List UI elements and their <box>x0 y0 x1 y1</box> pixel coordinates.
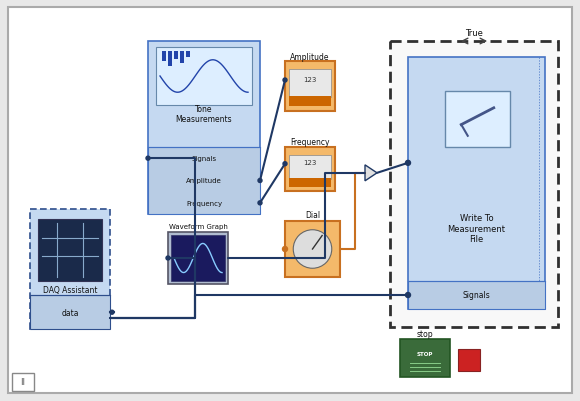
FancyBboxPatch shape <box>38 219 102 282</box>
Text: DAQ Assistant: DAQ Assistant <box>43 285 97 294</box>
Circle shape <box>405 293 411 298</box>
FancyBboxPatch shape <box>285 62 335 112</box>
FancyBboxPatch shape <box>408 58 545 309</box>
Circle shape <box>293 230 332 269</box>
Circle shape <box>146 157 150 161</box>
FancyBboxPatch shape <box>289 97 331 107</box>
Circle shape <box>258 179 262 183</box>
FancyBboxPatch shape <box>458 349 480 371</box>
FancyBboxPatch shape <box>180 52 184 64</box>
FancyBboxPatch shape <box>168 52 172 67</box>
FancyBboxPatch shape <box>30 296 110 329</box>
FancyBboxPatch shape <box>168 233 228 284</box>
FancyBboxPatch shape <box>186 52 190 58</box>
Text: Signals: Signals <box>191 156 216 162</box>
Text: Frequency: Frequency <box>290 138 330 147</box>
Text: 123: 123 <box>303 76 317 82</box>
Text: Frequency: Frequency <box>186 200 222 207</box>
FancyBboxPatch shape <box>156 48 252 106</box>
Circle shape <box>110 310 114 314</box>
Text: Amplitude: Amplitude <box>186 178 222 184</box>
Polygon shape <box>365 166 377 181</box>
FancyBboxPatch shape <box>285 221 340 277</box>
FancyBboxPatch shape <box>390 42 558 327</box>
Text: data: data <box>61 308 79 317</box>
FancyBboxPatch shape <box>289 70 331 97</box>
FancyBboxPatch shape <box>8 8 572 393</box>
Circle shape <box>405 161 411 166</box>
FancyBboxPatch shape <box>400 339 450 377</box>
FancyBboxPatch shape <box>289 178 331 187</box>
Circle shape <box>283 162 287 166</box>
Circle shape <box>166 256 170 260</box>
Text: Write To
Measurement
File: Write To Measurement File <box>448 214 506 244</box>
Text: Waveform Graph: Waveform Graph <box>169 223 227 229</box>
Text: Signals: Signals <box>463 291 490 300</box>
Text: True: True <box>465 29 483 38</box>
Circle shape <box>283 79 287 83</box>
FancyBboxPatch shape <box>445 92 510 148</box>
FancyBboxPatch shape <box>171 235 225 281</box>
Text: Dial: Dial <box>305 211 320 220</box>
Text: Tone
Measurements: Tone Measurements <box>176 105 233 124</box>
Circle shape <box>258 201 262 205</box>
FancyBboxPatch shape <box>408 281 545 309</box>
Circle shape <box>282 247 288 252</box>
Text: stop: stop <box>416 330 433 339</box>
FancyBboxPatch shape <box>162 52 166 62</box>
Text: 123: 123 <box>303 160 317 166</box>
Text: STOP: STOP <box>417 351 433 356</box>
FancyBboxPatch shape <box>148 148 260 215</box>
FancyBboxPatch shape <box>289 156 331 180</box>
FancyBboxPatch shape <box>148 42 260 215</box>
Text: Amplitude: Amplitude <box>290 53 330 61</box>
FancyBboxPatch shape <box>285 148 335 192</box>
FancyBboxPatch shape <box>174 52 178 60</box>
Text: II: II <box>20 378 26 387</box>
FancyBboxPatch shape <box>30 209 110 329</box>
